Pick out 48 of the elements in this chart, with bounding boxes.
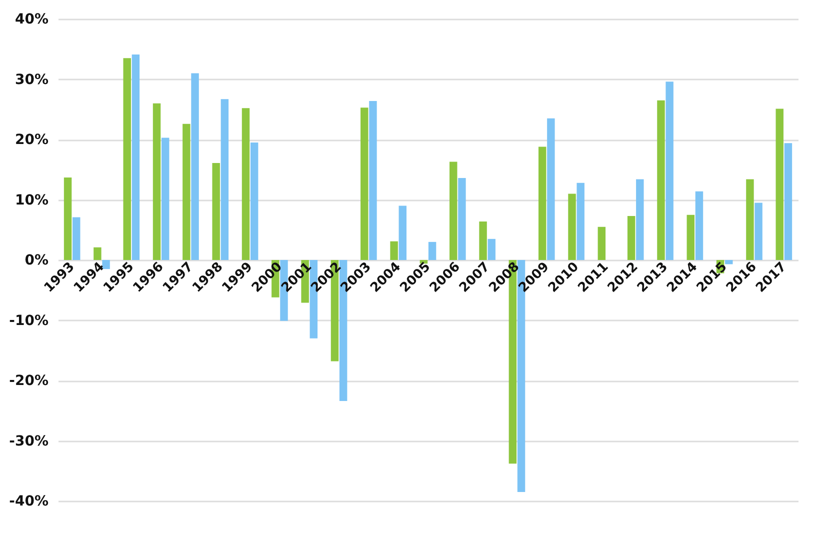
bar xyxy=(212,162,220,260)
bar xyxy=(598,226,606,260)
y-tick-label: 20% xyxy=(14,132,48,148)
y-tick-label: -10% xyxy=(9,312,48,329)
bar xyxy=(568,194,576,260)
bar xyxy=(450,162,458,260)
bar xyxy=(666,82,674,260)
bar xyxy=(250,142,258,260)
bar xyxy=(102,260,110,270)
bar xyxy=(576,182,584,260)
y-tick-label: 0% xyxy=(24,252,48,268)
bar xyxy=(746,179,754,260)
bar xyxy=(547,118,555,260)
bar xyxy=(152,103,161,260)
bar xyxy=(390,241,398,260)
y-tick-label: 40% xyxy=(14,12,48,28)
bar xyxy=(657,100,665,260)
bar xyxy=(161,138,170,260)
bar xyxy=(123,58,131,260)
bar xyxy=(627,216,636,260)
bar xyxy=(784,143,792,260)
y-tick-label: -20% xyxy=(9,373,48,389)
bar xyxy=(242,108,250,260)
bar xyxy=(132,54,140,260)
bar xyxy=(686,214,695,260)
bar xyxy=(695,191,704,260)
bar xyxy=(428,242,436,260)
bar xyxy=(72,217,80,260)
bar xyxy=(725,260,733,264)
bar xyxy=(754,202,762,260)
bar xyxy=(64,177,72,260)
bar xyxy=(182,124,190,260)
bar xyxy=(479,221,487,260)
bar xyxy=(636,179,644,260)
bar xyxy=(776,108,784,260)
bar xyxy=(220,99,229,260)
y-tick-label: 10% xyxy=(14,192,48,208)
bar xyxy=(538,146,546,260)
y-tick-label: -30% xyxy=(9,433,48,450)
bar xyxy=(191,73,199,260)
bar xyxy=(369,100,377,260)
bar xyxy=(360,108,368,260)
bar xyxy=(458,178,466,260)
bar xyxy=(398,206,406,260)
y-tick-label: -40% xyxy=(9,494,48,510)
bar xyxy=(488,238,496,260)
bar xyxy=(94,247,102,260)
y-tick-label: 30% xyxy=(14,72,48,88)
